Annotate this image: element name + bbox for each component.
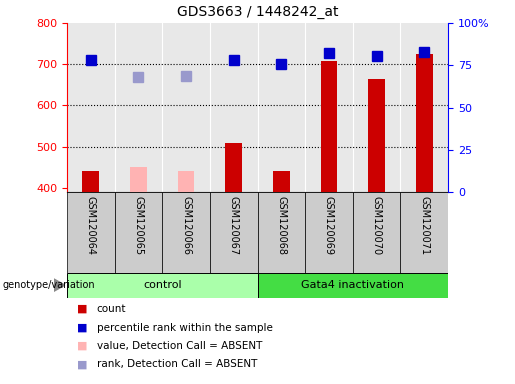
Text: GSM120065: GSM120065: [133, 196, 143, 255]
Bar: [114, 23, 162, 192]
Bar: [353, 192, 401, 273]
Polygon shape: [54, 279, 65, 291]
Text: GSM120064: GSM120064: [86, 196, 96, 255]
Text: control: control: [143, 280, 182, 290]
Bar: [67, 273, 258, 298]
Bar: [401, 192, 448, 273]
Bar: [258, 273, 448, 298]
Bar: [416, 54, 433, 192]
Bar: [368, 79, 385, 192]
Bar: [82, 171, 99, 192]
Bar: [210, 192, 258, 273]
Text: ■: ■: [77, 359, 88, 369]
Text: value, Detection Call = ABSENT: value, Detection Call = ABSENT: [97, 341, 262, 351]
Text: GSM120070: GSM120070: [372, 196, 382, 255]
Bar: [321, 61, 337, 192]
Bar: [67, 23, 115, 192]
Bar: [305, 192, 353, 273]
Bar: [273, 171, 289, 192]
Bar: [178, 171, 194, 192]
Text: percentile rank within the sample: percentile rank within the sample: [97, 323, 273, 333]
Text: count: count: [97, 304, 126, 314]
Text: GSM120069: GSM120069: [324, 196, 334, 255]
Text: rank, Detection Call = ABSENT: rank, Detection Call = ABSENT: [97, 359, 257, 369]
Bar: [130, 167, 147, 192]
Bar: [210, 23, 258, 192]
Bar: [258, 192, 305, 273]
Text: Gata4 inactivation: Gata4 inactivation: [301, 280, 404, 290]
Text: ■: ■: [77, 323, 88, 333]
Bar: [401, 23, 448, 192]
Text: GSM120066: GSM120066: [181, 196, 191, 255]
Title: GDS3663 / 1448242_at: GDS3663 / 1448242_at: [177, 5, 338, 19]
Bar: [305, 23, 353, 192]
Bar: [67, 192, 115, 273]
Bar: [258, 23, 305, 192]
Bar: [353, 23, 401, 192]
Text: ■: ■: [77, 304, 88, 314]
Bar: [162, 23, 210, 192]
Text: genotype/variation: genotype/variation: [3, 280, 95, 290]
Text: GSM120067: GSM120067: [229, 196, 238, 255]
Bar: [114, 192, 162, 273]
Text: GSM120068: GSM120068: [277, 196, 286, 255]
Bar: [226, 143, 242, 192]
Text: GSM120071: GSM120071: [419, 196, 429, 255]
Bar: [162, 192, 210, 273]
Text: ■: ■: [77, 341, 88, 351]
